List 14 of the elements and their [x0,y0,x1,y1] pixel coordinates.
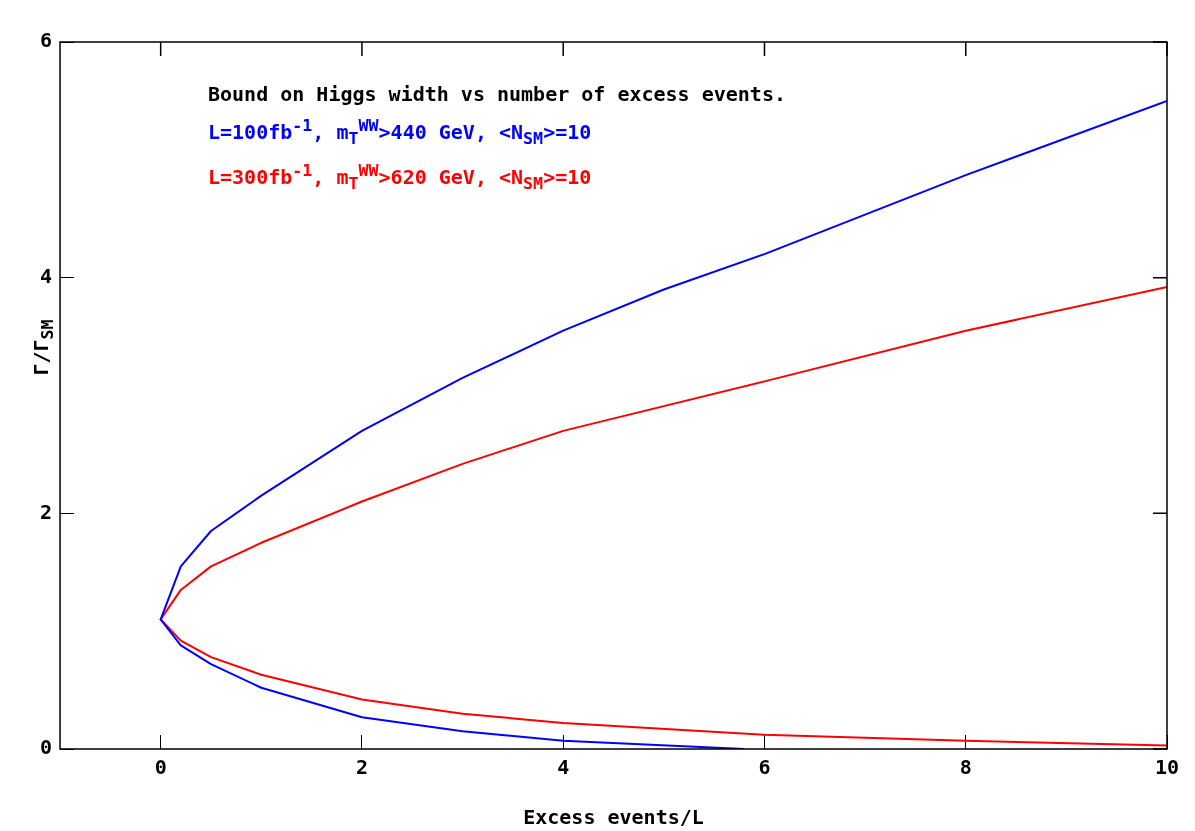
y-tick-label: 4 [39,263,53,288]
x-tick-label: 6 [758,755,771,780]
x-tick-label: 8 [959,755,972,780]
annotation: Bound on Higgs width vs number of excess events. [208,81,786,108]
text: L=300fb$^{-1}$, m$_{T}$$^{WW}$>620 GeV, <N$_{SM}$>=10 [208,159,593,195]
x-tick-label: 10 [1154,755,1180,780]
text: L=100fb$^{-1}$, m$_{T}$$^{WW}$>440 GeV, <N$_{SM}$>=10 [208,115,593,150]
y-tick-label: 2 [39,499,53,524]
y-tick-label: 6 [39,28,53,53]
y-tick-label: 0 [39,735,53,760]
x-tick-label: 0 [154,755,167,780]
x-axis-title: Excess events/L [523,805,704,830]
x-tick-label: 4 [557,755,570,780]
x-tick-label: 2 [355,755,368,780]
